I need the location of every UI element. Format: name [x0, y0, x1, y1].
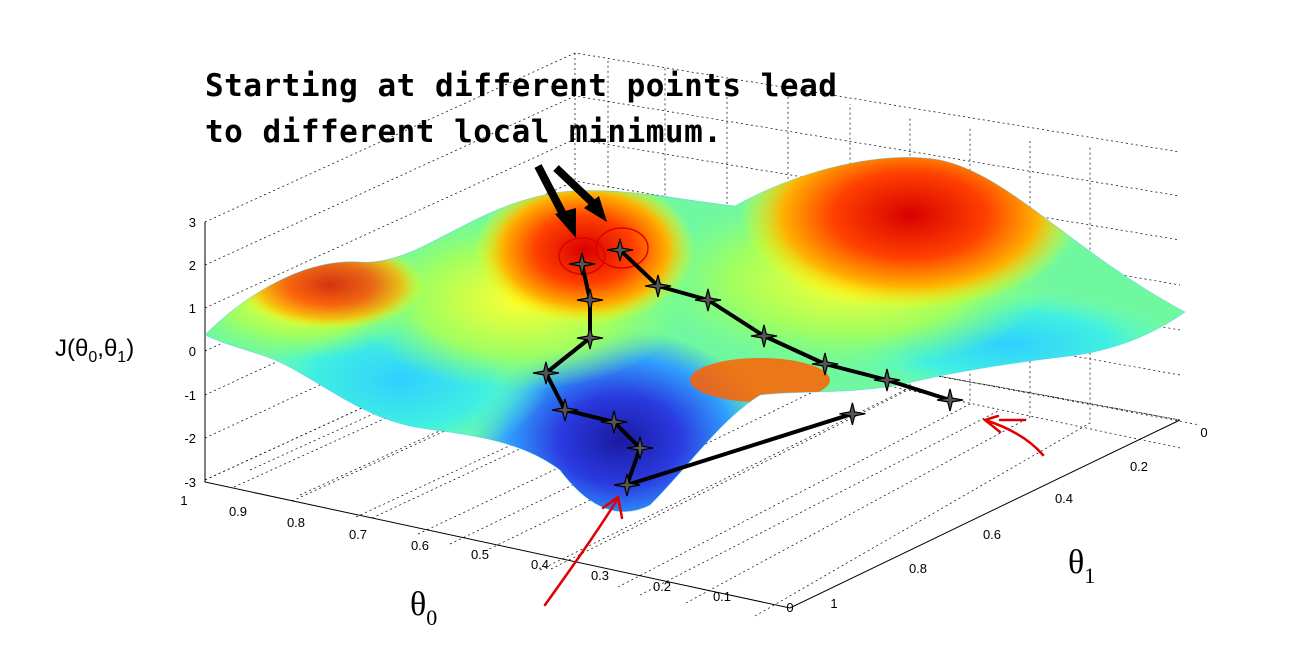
z-tick: 0 [189, 344, 196, 359]
descent-step-marker [873, 368, 901, 392]
descent-paths [532, 238, 964, 497]
y-tick: 0.2 [1130, 459, 1148, 474]
y-tick: 0 [1200, 425, 1207, 440]
cost-surface [205, 157, 1185, 512]
descent-step-marker [551, 398, 579, 422]
x-tick: 0.2 [653, 579, 671, 594]
y-tick: 0.6 [983, 527, 1001, 542]
z-tick: 1 [189, 301, 196, 316]
descent-step-marker [532, 361, 560, 385]
end-arrow-valley [543, 498, 619, 607]
start-circle-right [595, 227, 649, 269]
x-tick: 0.3 [591, 568, 609, 583]
y-tick: 0.8 [909, 561, 927, 576]
descent-step-marker [576, 288, 604, 312]
x-axis-ticks: 1 0.9 0.8 0.7 0.6 0.5 0.4 0.3 0.2 0.1 0 [180, 493, 793, 615]
annotation-arrow-right [553, 165, 599, 209]
z-axis-ticks: 3 2 1 0 -1 -2 -3 [184, 215, 196, 490]
descent-step-marker [839, 402, 866, 426]
x-tick: 0 [786, 600, 793, 615]
descent-step-marker [644, 274, 672, 298]
z-tick: -3 [184, 475, 196, 490]
z-axis-label: J(θ0,θ1) [55, 335, 134, 366]
y-axis-label: θ1 [1068, 544, 1095, 588]
y-tick: 0.4 [1055, 491, 1073, 506]
x-tick: 0.1 [713, 589, 731, 604]
x-tick: 0.4 [531, 557, 549, 572]
descent-step-marker [613, 473, 641, 497]
y-axis-ticks: 0 0.2 0.4 0.6 0.8 1 [830, 425, 1207, 611]
x-axis-label: θ0 [410, 586, 437, 630]
descent-step-marker [606, 238, 634, 262]
end-arrows [543, 414, 1045, 607]
descent-step-marker [811, 352, 839, 376]
annotation-line-1: Starting at different points lead [205, 68, 838, 104]
annotation-line-2: to different local minimum. [205, 114, 723, 150]
x-tick: 0.6 [411, 538, 429, 553]
axis-box [204, 222, 1181, 609]
y-tick: 1 [830, 596, 837, 611]
end-arrow-edge [983, 418, 1045, 457]
descent-step-marker [694, 288, 722, 312]
descent-step-marker [936, 388, 964, 412]
annotation-arrow-right-head [584, 196, 607, 222]
descent-step-marker [626, 436, 654, 460]
descent-step-marker [568, 252, 596, 276]
annotation-arrows [534, 164, 607, 238]
descent-step-marker [750, 324, 778, 348]
descent-step-marker [600, 410, 628, 434]
descent-step-marker [576, 326, 604, 350]
surface-edge [204, 157, 1186, 512]
x-tick: 0.9 [229, 504, 247, 519]
z-tick: 2 [189, 258, 196, 273]
end-arrow-edge-head [982, 414, 1002, 434]
annotation-arrow-left [534, 164, 570, 222]
x-tick: 0.8 [287, 515, 305, 530]
z-tick: -2 [184, 431, 196, 446]
x-tick: 1 [180, 493, 187, 508]
annotation-arrow-left-head [555, 208, 576, 238]
end-arrow-valley-head [601, 494, 624, 520]
x-tick: 0.7 [349, 527, 367, 542]
z-tick: 3 [189, 215, 196, 230]
z-tick: -1 [184, 388, 196, 403]
x-tick: 0.5 [471, 547, 489, 562]
